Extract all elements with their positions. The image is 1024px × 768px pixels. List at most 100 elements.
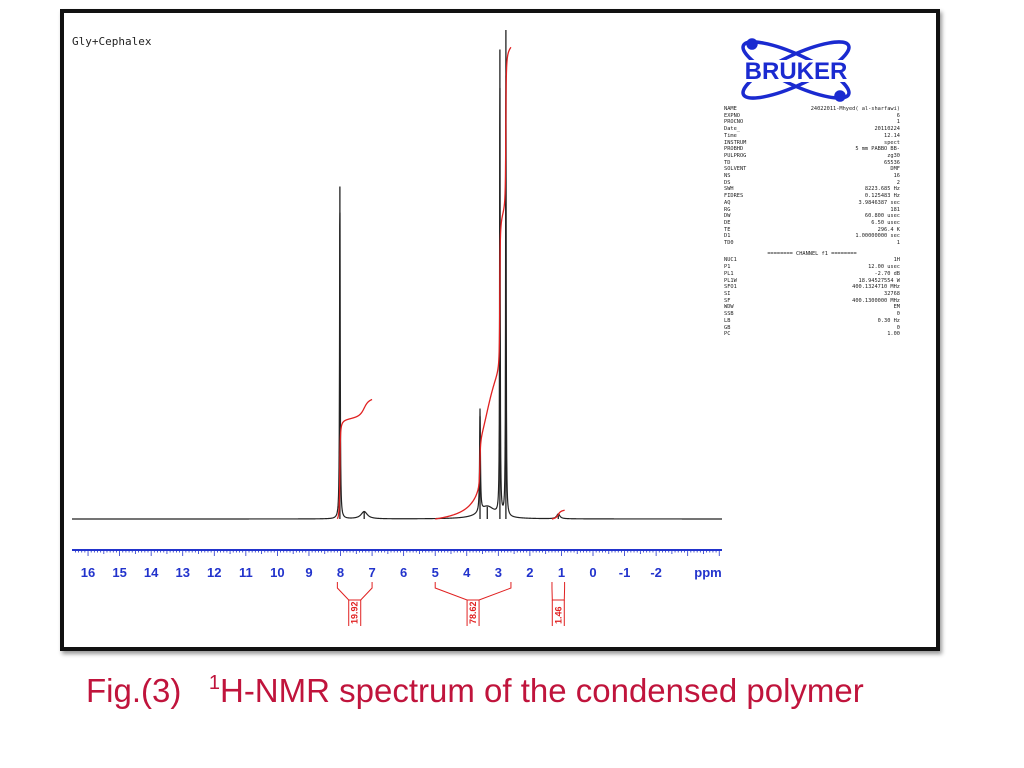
parameter-row: DS 2 [724,180,900,187]
spectrum-line [72,75,722,520]
parameter-value: 181 [890,206,900,213]
parameter-name: TD0 [724,240,734,247]
parameter-row: LB 0.30 Hz [724,318,900,325]
parameter-value: DMF [890,166,900,173]
caption-superscript: 1 [208,672,220,694]
parameter-row: TD0 1 [724,240,900,247]
parameter-name: SSB [724,311,734,318]
parameter-value: 1 [896,119,900,126]
sample-title: Gly+Cephalex [72,35,152,48]
parameter-value: 60.800 usec [864,213,900,220]
parameter-value: 0.125483 Hz [864,193,900,200]
parameter-row: SOLVENT DMF [724,166,900,173]
parameter-value: 296.4 K [877,226,900,233]
parameter-name: PROBHD [724,146,744,153]
integral-value: 78.62 [468,601,478,624]
x-tick-label: 6 [400,565,407,580]
parameter-row: PL1W 18.94527554 W [724,278,900,285]
figure-caption: Fig.(3) 1H-NMR spectrum of the condensed… [86,672,864,710]
parameter-row: PROBHD 5 mm PABBO BB- [724,146,900,153]
parameter-name: PROCNO [724,119,744,126]
parameter-name: GB [724,324,731,331]
integral-value: 19.92 [350,601,360,624]
parameter-value: 24022011-Mhyed( al-sharfawi) [810,106,900,112]
parameter-row: PULPROG zg30 [724,153,900,160]
parameter-name: PULPROG [724,152,747,159]
parameter-name: NUC1 [724,257,737,264]
parameter-name: EXPNO [724,112,740,119]
parameter-name: SFO1 [724,284,737,291]
parameter-name: NAME [724,106,737,112]
parameter-name: AQ [724,199,731,206]
parameter-name: SOLVENT [724,166,747,173]
parameter-value: 18.94527554 W [858,277,900,284]
integral-bracket [336,582,373,601]
x-tick-label: 0 [589,565,596,580]
parameter-value: 12.14 [884,132,900,139]
parameter-value: 0 [896,311,900,318]
parameter-name: INSTRUM [724,139,747,146]
parameter-row: DE 6.50 usec [724,220,900,227]
x-tick-label: 13 [175,565,189,580]
x-tick-label: 7 [368,565,375,580]
parameter-value: 3.9846387 sec [858,199,900,206]
parameter-value: 400.1324710 MHz [852,284,900,291]
parameter-row: SF 400.1300000 MHz [724,298,900,305]
parameter-row: GB 0 [724,325,900,332]
parameter-value: 0 [896,324,900,331]
parameter-value: 0.30 Hz [877,317,900,324]
parameter-row: AQ 3.9846387 sec [724,200,900,207]
parameter-name: PL1 [724,270,734,277]
parameter-name: TD [724,159,731,166]
parameter-value: 1.00 [887,331,900,338]
parameter-row: SWH 8223.685 Hz [724,186,900,193]
parameter-value: 1H [893,257,900,264]
parameter-value: spect [884,139,900,146]
parameter-name: Time [724,132,737,139]
parameter-row: PL1 -2.70 dB [724,271,900,278]
parameter-name: LB [724,317,731,324]
parameter-row: DW 60.800 usec [724,213,900,220]
parameter-row: PC 1.00 [724,331,900,338]
integral-curve [435,46,512,520]
parameter-value: 400.1300000 MHz [852,297,900,304]
parameter-row: WDW EM [724,304,900,311]
parameter-row: Date_ 20110224 [724,126,900,133]
parameter-row: NUC1 1H [724,257,900,264]
x-tick-label: 15 [112,565,126,580]
parameter-value: 2 [896,179,900,186]
caption-text: H-NMR spectrum of the condensed polymer [219,672,864,709]
parameter-name: P1 [724,264,731,271]
parameter-value: EM [893,304,900,311]
x-tick-label: 9 [305,565,312,580]
x-tick-label: 3 [495,565,502,580]
parameter-name: SI [724,290,731,297]
x-axis-label: ppm [694,565,721,580]
x-tick-label: -2 [650,565,662,580]
channel-header: ======== CHANNEL f1 ======== [767,250,857,257]
parameter-row: D1 1.00000000 sec [724,233,900,240]
x-tick-label: 2 [526,565,533,580]
parameter-row: INSTRUM spect [724,140,900,147]
x-tick-label: 12 [207,565,221,580]
x-tick-label: 8 [337,565,344,580]
x-tick-label: 5 [432,565,439,580]
parameter-value: 5 mm PABBO BB- [855,146,900,153]
parameter-name: PC [724,331,731,338]
x-tick-label: 16 [81,565,95,580]
parameter-row: SSB 0 [724,311,900,318]
x-tick-label: 14 [144,565,159,580]
parameter-row: RG 181 [724,207,900,214]
parameter-value: 6 [896,112,900,119]
caption-prefix: Fig.(3) [86,672,182,709]
integral-bracket [551,582,566,601]
parameter-row: SI 32768 [724,291,900,298]
x-tick-label: 1 [558,565,565,580]
parameter-value: 16 [893,173,900,180]
parameter-name: D1 [724,233,731,240]
parameter-name: DS [724,179,731,186]
parameter-name: WDW [724,304,734,311]
parameter-value: 1.00000000 sec [855,233,900,240]
integral-value: 1.46 [553,606,563,624]
